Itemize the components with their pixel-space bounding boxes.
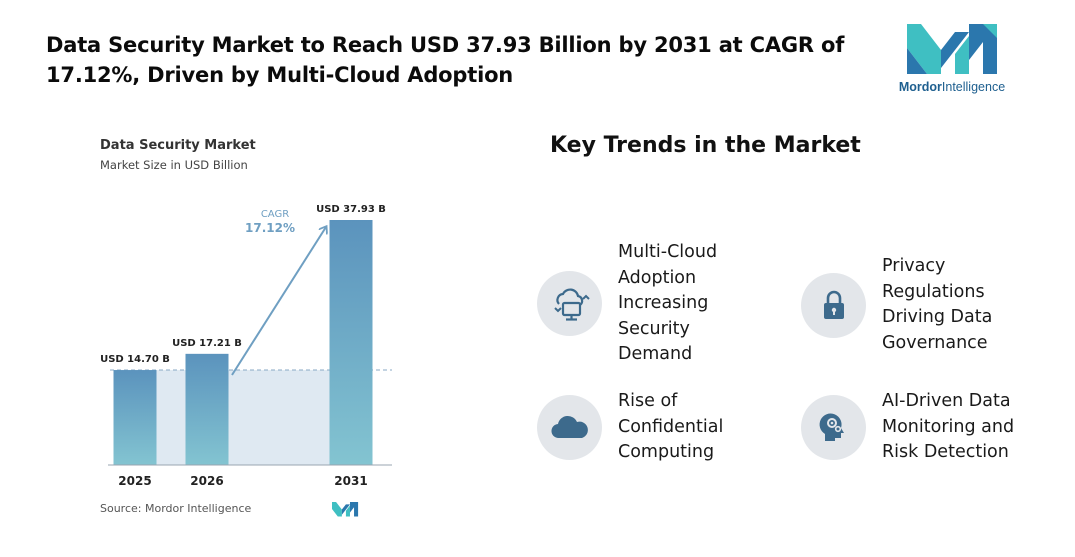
cagr-arrow [231,227,326,376]
cagr-label: CAGR [261,209,289,220]
trend-text: Privacy Regulations Driving Data Governa… [882,256,993,353]
bar-2031 [329,220,373,465]
headline-line-2: 17.12%, Driven by Multi-Cloud Adoption [46,63,514,87]
trend-item-ai-monitoring: AI-Driven Data Monitoring and Risk Detec… [801,389,1032,466]
x-tick-2031: 2031 [334,474,367,488]
data-label-2031: USD 37.93 B [316,204,386,215]
multi-cloud-icon [537,271,602,337]
trend-item-privacy: Privacy Regulations Driving Data Governa… [801,254,1032,356]
mordor-logo-icon [907,24,997,74]
bar-2025 [113,370,157,465]
brand-logo: MordorIntelligence [896,24,1008,96]
trend-text: Multi-Cloud Adoption Increasing Security… [618,242,718,364]
bar-2026 [185,353,229,465]
chart-subtitle: Market Size in USD Billion [100,158,248,172]
bar-chart: USD 14.70 B 2025 USD 17.21 B 2026 USD 37.93 … [100,204,392,517]
cagr-value: 17.12% [245,221,295,235]
headline-line-1: Data Security Market to Reach USD 37.93 … [46,33,845,57]
ai-head-icon [801,394,866,460]
cloud-icon [537,394,602,460]
brand-name: MordorIntelligence [898,80,1006,94]
trend-item-confidential-computing: Rise of Confidential Computing [537,389,768,466]
padlock-icon [801,272,866,338]
chart-source: Source: Mordor Intelligence [100,502,252,515]
trend-text: AI-Driven Data Monitoring and Risk Detec… [882,391,1015,462]
headline: Data Security Market to Reach USD 37.93 … [46,30,876,90]
source-logo-icon [332,502,359,517]
chart-title: Data Security Market [100,138,256,153]
x-tick-2026: 2026 [190,474,223,488]
data-label-2026: USD 17.21 B [172,338,242,349]
x-tick-2025: 2025 [118,474,151,488]
trends-title: Key Trends in the Market [550,133,861,158]
trend-item-multi-cloud: Multi-Cloud Adoption Increasing Security… [537,240,768,368]
chart-card: Data Security Market Market Size in USD … [80,125,402,525]
trend-text: Rise of Confidential Computing [618,391,724,462]
data-label-2025: USD 14.70 B [100,354,170,365]
